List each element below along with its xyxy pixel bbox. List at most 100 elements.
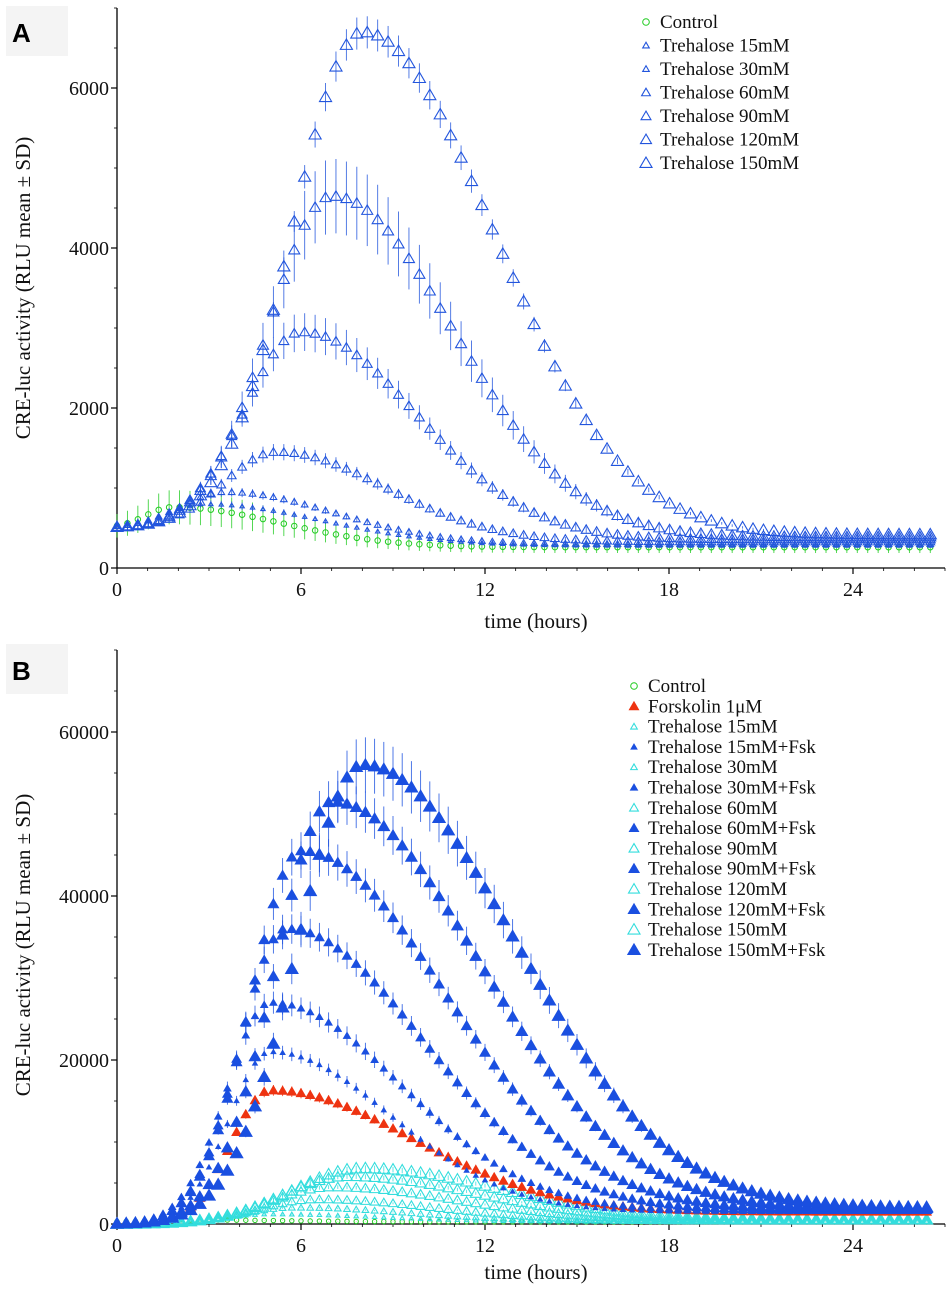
- data-point: [681, 1200, 693, 1211]
- data-point: [487, 896, 502, 910]
- y-tick-label: 0: [99, 558, 109, 580]
- data-point: [910, 1199, 925, 1213]
- data-point: [827, 1197, 842, 1210]
- data-point: [396, 1198, 408, 1209]
- y-tick-label: 2000: [69, 398, 109, 420]
- data-point: [221, 1092, 234, 1103]
- data-point: [201, 1188, 217, 1201]
- data-point: [203, 475, 218, 488]
- data-point: [913, 530, 927, 542]
- data-point: [353, 534, 361, 542]
- data-point: [718, 1198, 731, 1210]
- data-point: [588, 1064, 603, 1077]
- data-point: [464, 174, 479, 187]
- data-point: [404, 527, 414, 535]
- data-point: [399, 1214, 406, 1221]
- data-point: [228, 501, 235, 508]
- data-point: [402, 251, 416, 264]
- data-point: [339, 1162, 355, 1175]
- data-point: [538, 511, 551, 522]
- data-point: [360, 25, 375, 38]
- data-point: [226, 470, 238, 480]
- data-point: [535, 1182, 545, 1190]
- data-point: [714, 516, 729, 529]
- data-point: [496, 1192, 510, 1204]
- data-point: [205, 488, 217, 498]
- y-tick-label: 20000: [59, 1050, 109, 1072]
- data-point: [315, 1012, 324, 1021]
- data-point: [352, 515, 362, 523]
- data-point: [537, 338, 552, 351]
- data-point: [563, 1216, 573, 1224]
- legend-marker: [628, 700, 640, 711]
- data-point: [663, 532, 676, 543]
- data-point: [454, 337, 468, 349]
- y-tick-label: 6000: [69, 78, 109, 100]
- data-point: [413, 789, 428, 802]
- data-point: [698, 1166, 713, 1179]
- legend-marker: [629, 783, 639, 791]
- series-trehalose-120mm: [110, 159, 937, 542]
- data-point: [705, 536, 717, 546]
- x-tick-label: 18: [659, 579, 679, 601]
- data-point: [258, 933, 271, 945]
- legend-entry-label: Trehalose 90mM: [660, 106, 790, 127]
- data-point: [498, 1209, 509, 1219]
- data-point: [509, 1188, 516, 1194]
- data-point: [579, 413, 594, 426]
- data-point: [534, 1205, 547, 1217]
- data-point: [434, 507, 446, 517]
- data-point: [242, 1076, 250, 1083]
- data-point: [509, 1217, 516, 1224]
- data-point: [459, 1174, 474, 1187]
- data-point: [392, 388, 405, 399]
- data-point: [598, 1211, 611, 1222]
- data-point: [415, 1200, 426, 1210]
- data-point: [329, 189, 343, 201]
- data-point: [507, 1209, 518, 1220]
- data-point: [505, 929, 520, 942]
- data-point: [555, 1199, 562, 1206]
- data-point: [376, 762, 391, 775]
- data-point: [248, 1049, 262, 1062]
- data-point: [414, 862, 428, 875]
- data-point: [469, 1033, 482, 1044]
- data-point: [507, 1178, 519, 1188]
- x-tick-label: 24: [843, 1235, 863, 1257]
- data-point: [800, 539, 810, 547]
- data-point: [377, 1171, 391, 1183]
- data-point: [289, 1218, 295, 1224]
- data-point: [405, 1187, 418, 1198]
- data-point: [397, 1208, 407, 1216]
- data-point: [490, 1180, 498, 1187]
- data-point: [624, 542, 632, 548]
- data-point: [614, 542, 621, 548]
- data-point: [628, 1206, 636, 1213]
- data-point: [341, 1181, 353, 1192]
- data-point: [636, 1214, 647, 1224]
- data-point: [404, 1164, 419, 1177]
- data-point: [137, 1215, 152, 1228]
- data-point: [432, 889, 446, 902]
- series-trehalose-150mm: [109, 16, 938, 540]
- data-point: [313, 931, 325, 942]
- data-point: [799, 533, 812, 544]
- data-point: [311, 515, 319, 522]
- data-point: [554, 1188, 563, 1197]
- data-point: [443, 128, 458, 141]
- data-point: [401, 56, 416, 69]
- data-point: [499, 1164, 508, 1173]
- legend-marker: [627, 862, 641, 874]
- data-point: [341, 1101, 353, 1111]
- data-point: [109, 520, 125, 533]
- data-point: [259, 505, 267, 512]
- data-point: [581, 1216, 591, 1224]
- data-point: [380, 1214, 387, 1220]
- data-point: [330, 789, 345, 802]
- data-point: [250, 1011, 260, 1020]
- data-point: [426, 541, 434, 549]
- data-point: [873, 1199, 888, 1212]
- data-point: [414, 498, 425, 508]
- data-point: [341, 1194, 353, 1204]
